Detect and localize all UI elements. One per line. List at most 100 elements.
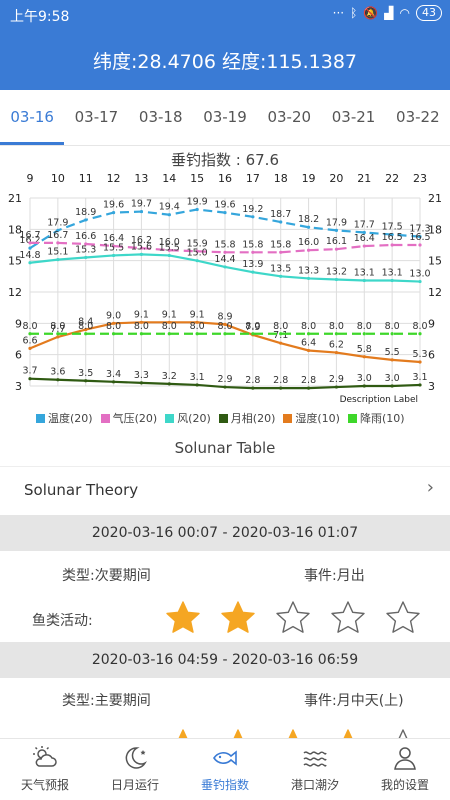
legend-swatch: [347, 413, 357, 423]
data-point: [362, 355, 366, 359]
data-label: 19.6: [214, 200, 235, 211]
status-time: 上午9:58: [10, 9, 70, 25]
data-point: [334, 385, 339, 389]
data-label: 6.2: [329, 340, 344, 351]
weather-icon: [33, 746, 57, 767]
data-label: 15.5: [159, 242, 180, 253]
data-point: [28, 241, 32, 245]
tab-date[interactable]: 03-18: [138, 108, 183, 126]
data-point: [251, 332, 255, 336]
data-label: 17.9: [326, 217, 347, 228]
date-tabs: 03-16 03-17 03-18 03-19 03-20 03-21 03-2…: [0, 90, 450, 146]
data-point: [56, 258, 60, 262]
bluetooth-icon: ᛒ: [350, 6, 358, 20]
data-label: 3.5: [78, 368, 93, 379]
data-point: [306, 386, 311, 390]
nav-settings[interactable]: 我的设置: [360, 739, 450, 800]
data-label: 16.6: [75, 231, 96, 242]
tab-date[interactable]: 03-17: [74, 108, 119, 126]
y-tick-label-right: 6: [428, 349, 435, 362]
chart-canvas[interactable]: 9 10 11 12 13 14 15 16 17 18 19 20 21 22 23 3 6 9 12 15 18 21…: [0, 168, 450, 408]
data-label: 8.0: [385, 321, 400, 332]
data-label: 13.9: [242, 259, 263, 270]
tab-date[interactable]: 03-20: [267, 108, 312, 126]
x-tick-label: 21: [357, 172, 371, 185]
legend-swatch: [283, 413, 293, 423]
data-label: 8.0: [217, 321, 232, 332]
data-label: 16.0: [159, 237, 180, 248]
data-point: [139, 252, 144, 256]
data-point: [139, 209, 144, 214]
data-label: 8.0: [301, 321, 316, 332]
data-label: 8.0: [22, 321, 37, 332]
nav-sun-moon[interactable]: 日月运行: [90, 739, 180, 800]
data-point: [279, 332, 283, 336]
data-label: 2.8: [301, 375, 316, 386]
data-point: [390, 384, 394, 388]
data-label: 3.2: [162, 371, 177, 382]
star-filled-icon: [166, 601, 200, 633]
data-label: 13.3: [298, 265, 319, 276]
data-point: [56, 332, 60, 336]
data-point: [223, 322, 227, 326]
nav-label: 我的设置: [380, 778, 429, 792]
data-point: [251, 250, 255, 254]
nav-tide[interactable]: 港口潮汐: [270, 739, 360, 800]
data-label: 8.0: [357, 321, 372, 332]
y-tick-label-left: 21: [8, 192, 22, 205]
data-label: 3.0: [385, 373, 400, 384]
period-time-range: 2020-03-16 00:07 - 2020-03-16 01:07: [0, 515, 450, 551]
data-label: 15.0: [187, 248, 208, 259]
fish-icon: [213, 750, 237, 766]
y-tick-label-left: 12: [8, 286, 22, 299]
x-tick-label: 11: [79, 172, 93, 185]
tab-date[interactable]: 03-21: [331, 108, 376, 126]
solunar-theory-row[interactable]: Solunar Theory ›: [0, 466, 450, 514]
user-icon: [394, 747, 416, 770]
moon-icon: [125, 747, 147, 769]
x-tick-label: 20: [329, 172, 343, 185]
data-label: 18.2: [298, 214, 319, 225]
wifi-icon: ◠: [399, 6, 410, 20]
data-label: 16.7: [47, 230, 68, 241]
data-point: [418, 360, 422, 364]
chart-legend: 温度(20) 气压(20) 风(20) 月相(20) 湿度(10) 降雨(10): [36, 410, 405, 426]
chevron-right-icon: ›: [426, 477, 434, 498]
data-point: [334, 228, 339, 232]
tab-date[interactable]: 03-19: [203, 108, 247, 126]
nav-fishing-index[interactable]: 垂钓指数: [180, 739, 270, 800]
data-point: [139, 320, 144, 324]
legend-item: 降雨(10): [347, 410, 405, 426]
more-icon: ···: [332, 6, 345, 20]
x-tick-label: 22: [385, 172, 399, 185]
data-point: [223, 211, 227, 215]
y-tick-label-right: 21: [428, 192, 442, 205]
data-label: 15.8: [214, 239, 235, 250]
data-label: 16.2: [131, 235, 152, 246]
data-point: [334, 350, 339, 355]
data-label: 8.0: [273, 321, 288, 332]
data-point: [195, 207, 199, 212]
period-time-range: 2020-03-16 04:59 - 2020-03-16 06:59: [0, 642, 450, 678]
x-tick-label: 16: [218, 172, 232, 185]
legend-swatch: [100, 413, 110, 423]
data-point: [418, 383, 422, 387]
data-label: 8.0: [329, 321, 344, 332]
tab-date[interactable]: 03-22: [396, 108, 440, 126]
data-point: [111, 321, 116, 325]
tab-date[interactable]: 03-16: [0, 90, 65, 145]
data-point: [279, 341, 283, 345]
legend-label: 降雨(10): [359, 412, 405, 425]
nav-label: 日月运行: [110, 778, 159, 792]
y-tick-label-right: 15: [428, 255, 442, 268]
data-label: 19.2: [242, 204, 263, 215]
data-label: 5.3: [412, 349, 427, 360]
data-point: [306, 348, 311, 353]
nav-weather[interactable]: 天气预报: [0, 739, 90, 800]
data-point: [223, 265, 227, 269]
data-point: [139, 381, 144, 385]
y-tick-label-left: 6: [15, 349, 22, 362]
legend-label: 气压(20): [112, 412, 158, 425]
legend-item: 月相(20): [218, 410, 275, 426]
